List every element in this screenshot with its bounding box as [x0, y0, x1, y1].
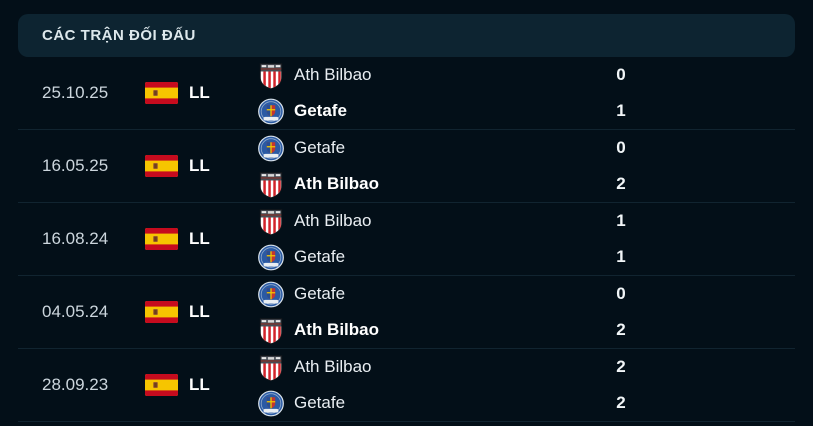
team-line[interactable]: Ath Bilbao 1	[258, 203, 632, 239]
panel-title: CÁC TRẬN ĐỐI ĐẤU	[42, 27, 196, 44]
team-score: 1	[616, 101, 626, 120]
league-label: LL	[189, 229, 210, 248]
league-label: LL	[189, 83, 210, 102]
team-name: Getafe	[294, 393, 346, 412]
league-label: LL	[189, 302, 210, 321]
spain-flag-icon	[145, 374, 178, 396]
team-line[interactable]: Getafe 1	[258, 239, 632, 275]
match-teams: Ath Bilbao 0 Getafe 1	[258, 57, 632, 129]
match-league: LL	[145, 82, 258, 104]
match-date: 16.05.25	[42, 156, 109, 175]
team-name: Ath Bilbao	[294, 65, 372, 84]
match-league: LL	[145, 374, 258, 396]
athbilbao-crest-icon	[258, 354, 284, 381]
getafe-crest-icon	[258, 244, 284, 271]
match-teams: Getafe 0 Ath Bilbao 2	[258, 130, 632, 202]
match-teams: Ath Bilbao 1 Getafe 1	[258, 203, 632, 275]
match-date: 25.10.25	[42, 83, 109, 102]
match-date: 04.05.24	[42, 302, 109, 321]
panel-header: CÁC TRẬN ĐỐI ĐẤU	[18, 14, 795, 57]
spain-flag-icon	[145, 228, 178, 250]
getafe-crest-icon	[258, 135, 284, 162]
match-league: LL	[145, 301, 258, 323]
team-score: 0	[616, 284, 626, 303]
team-score: 0	[616, 138, 626, 157]
getafe-crest-icon	[258, 281, 284, 308]
match-date: 16.08.24	[42, 229, 109, 248]
athbilbao-crest-icon	[258, 62, 284, 89]
team-score: 2	[616, 357, 626, 376]
spain-flag-icon	[145, 82, 178, 104]
team-name: Getafe	[294, 284, 346, 303]
match-league: LL	[145, 228, 258, 250]
team-score: 1	[616, 247, 626, 266]
team-line[interactable]: Ath Bilbao 2	[258, 166, 632, 202]
team-score: 0	[616, 65, 626, 84]
match-teams: Getafe 0 Ath Bilbao 2	[258, 276, 632, 348]
team-name: Ath Bilbao	[294, 211, 372, 230]
getafe-crest-icon	[258, 98, 284, 125]
team-name: Getafe	[294, 101, 347, 120]
match-teams: Ath Bilbao 2 Getafe 2	[258, 349, 632, 421]
team-name: Ath Bilbao	[294, 357, 372, 376]
team-line[interactable]: Ath Bilbao 0	[258, 57, 632, 93]
match-row[interactable]: 16.05.25 LL Getafe 0 Ath Bilbao 2	[18, 130, 795, 203]
team-name: Getafe	[294, 138, 346, 157]
team-line[interactable]: Getafe 1	[258, 93, 632, 129]
match-date: 28.09.23	[42, 375, 109, 394]
spain-flag-icon	[145, 301, 178, 323]
team-score: 2	[616, 320, 626, 339]
match-league: LL	[145, 155, 258, 177]
league-label: LL	[189, 375, 210, 394]
matches-list: 25.10.25 LL Ath Bilbao 0 Getafe 1	[18, 57, 795, 422]
team-line[interactable]: Getafe 2	[258, 385, 632, 421]
team-score: 2	[616, 174, 626, 193]
getafe-crest-icon	[258, 390, 284, 417]
athbilbao-crest-icon	[258, 317, 284, 344]
team-line[interactable]: Ath Bilbao 2	[258, 349, 632, 385]
team-name: Ath Bilbao	[294, 174, 379, 193]
league-label: LL	[189, 156, 210, 175]
team-score: 1	[616, 211, 626, 230]
team-line[interactable]: Ath Bilbao 2	[258, 312, 632, 348]
match-row[interactable]: 16.08.24 LL Ath Bilbao 1 Getafe 1	[18, 203, 795, 276]
team-score: 2	[616, 393, 626, 412]
team-line[interactable]: Getafe 0	[258, 130, 632, 166]
team-name: Getafe	[294, 247, 346, 266]
match-row[interactable]: 28.09.23 LL Ath Bilbao 2 Getafe 2	[18, 349, 795, 422]
match-row[interactable]: 04.05.24 LL Getafe 0 Ath Bilbao 2	[18, 276, 795, 349]
team-name: Ath Bilbao	[294, 320, 379, 339]
athbilbao-crest-icon	[258, 208, 284, 235]
team-line[interactable]: Getafe 0	[258, 276, 632, 312]
spain-flag-icon	[145, 155, 178, 177]
match-row[interactable]: 25.10.25 LL Ath Bilbao 0 Getafe 1	[18, 57, 795, 130]
athbilbao-crest-icon	[258, 171, 284, 198]
